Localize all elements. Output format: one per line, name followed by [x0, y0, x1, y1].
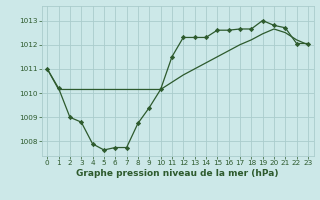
- X-axis label: Graphe pression niveau de la mer (hPa): Graphe pression niveau de la mer (hPa): [76, 169, 279, 178]
